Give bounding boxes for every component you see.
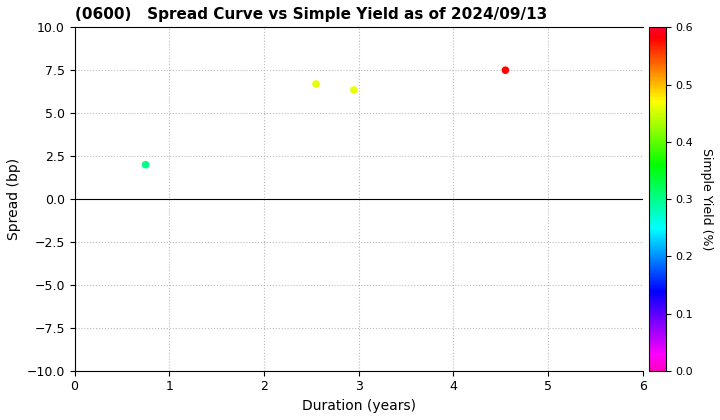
Point (348, 87, 360, 93)
Y-axis label: Spread (bp): Spread (bp) (7, 158, 21, 240)
Y-axis label: Simple Yield (%): Simple Yield (%) (700, 148, 713, 250)
Point (310, 81, 322, 87)
Text: (0600)   Spread Curve vs Simple Yield as of 2024/09/13: (0600) Spread Curve vs Simple Yield as o… (75, 7, 547, 22)
Point (500, 67, 511, 74)
Point (140, 161, 151, 168)
X-axis label: Duration (years): Duration (years) (302, 399, 415, 413)
